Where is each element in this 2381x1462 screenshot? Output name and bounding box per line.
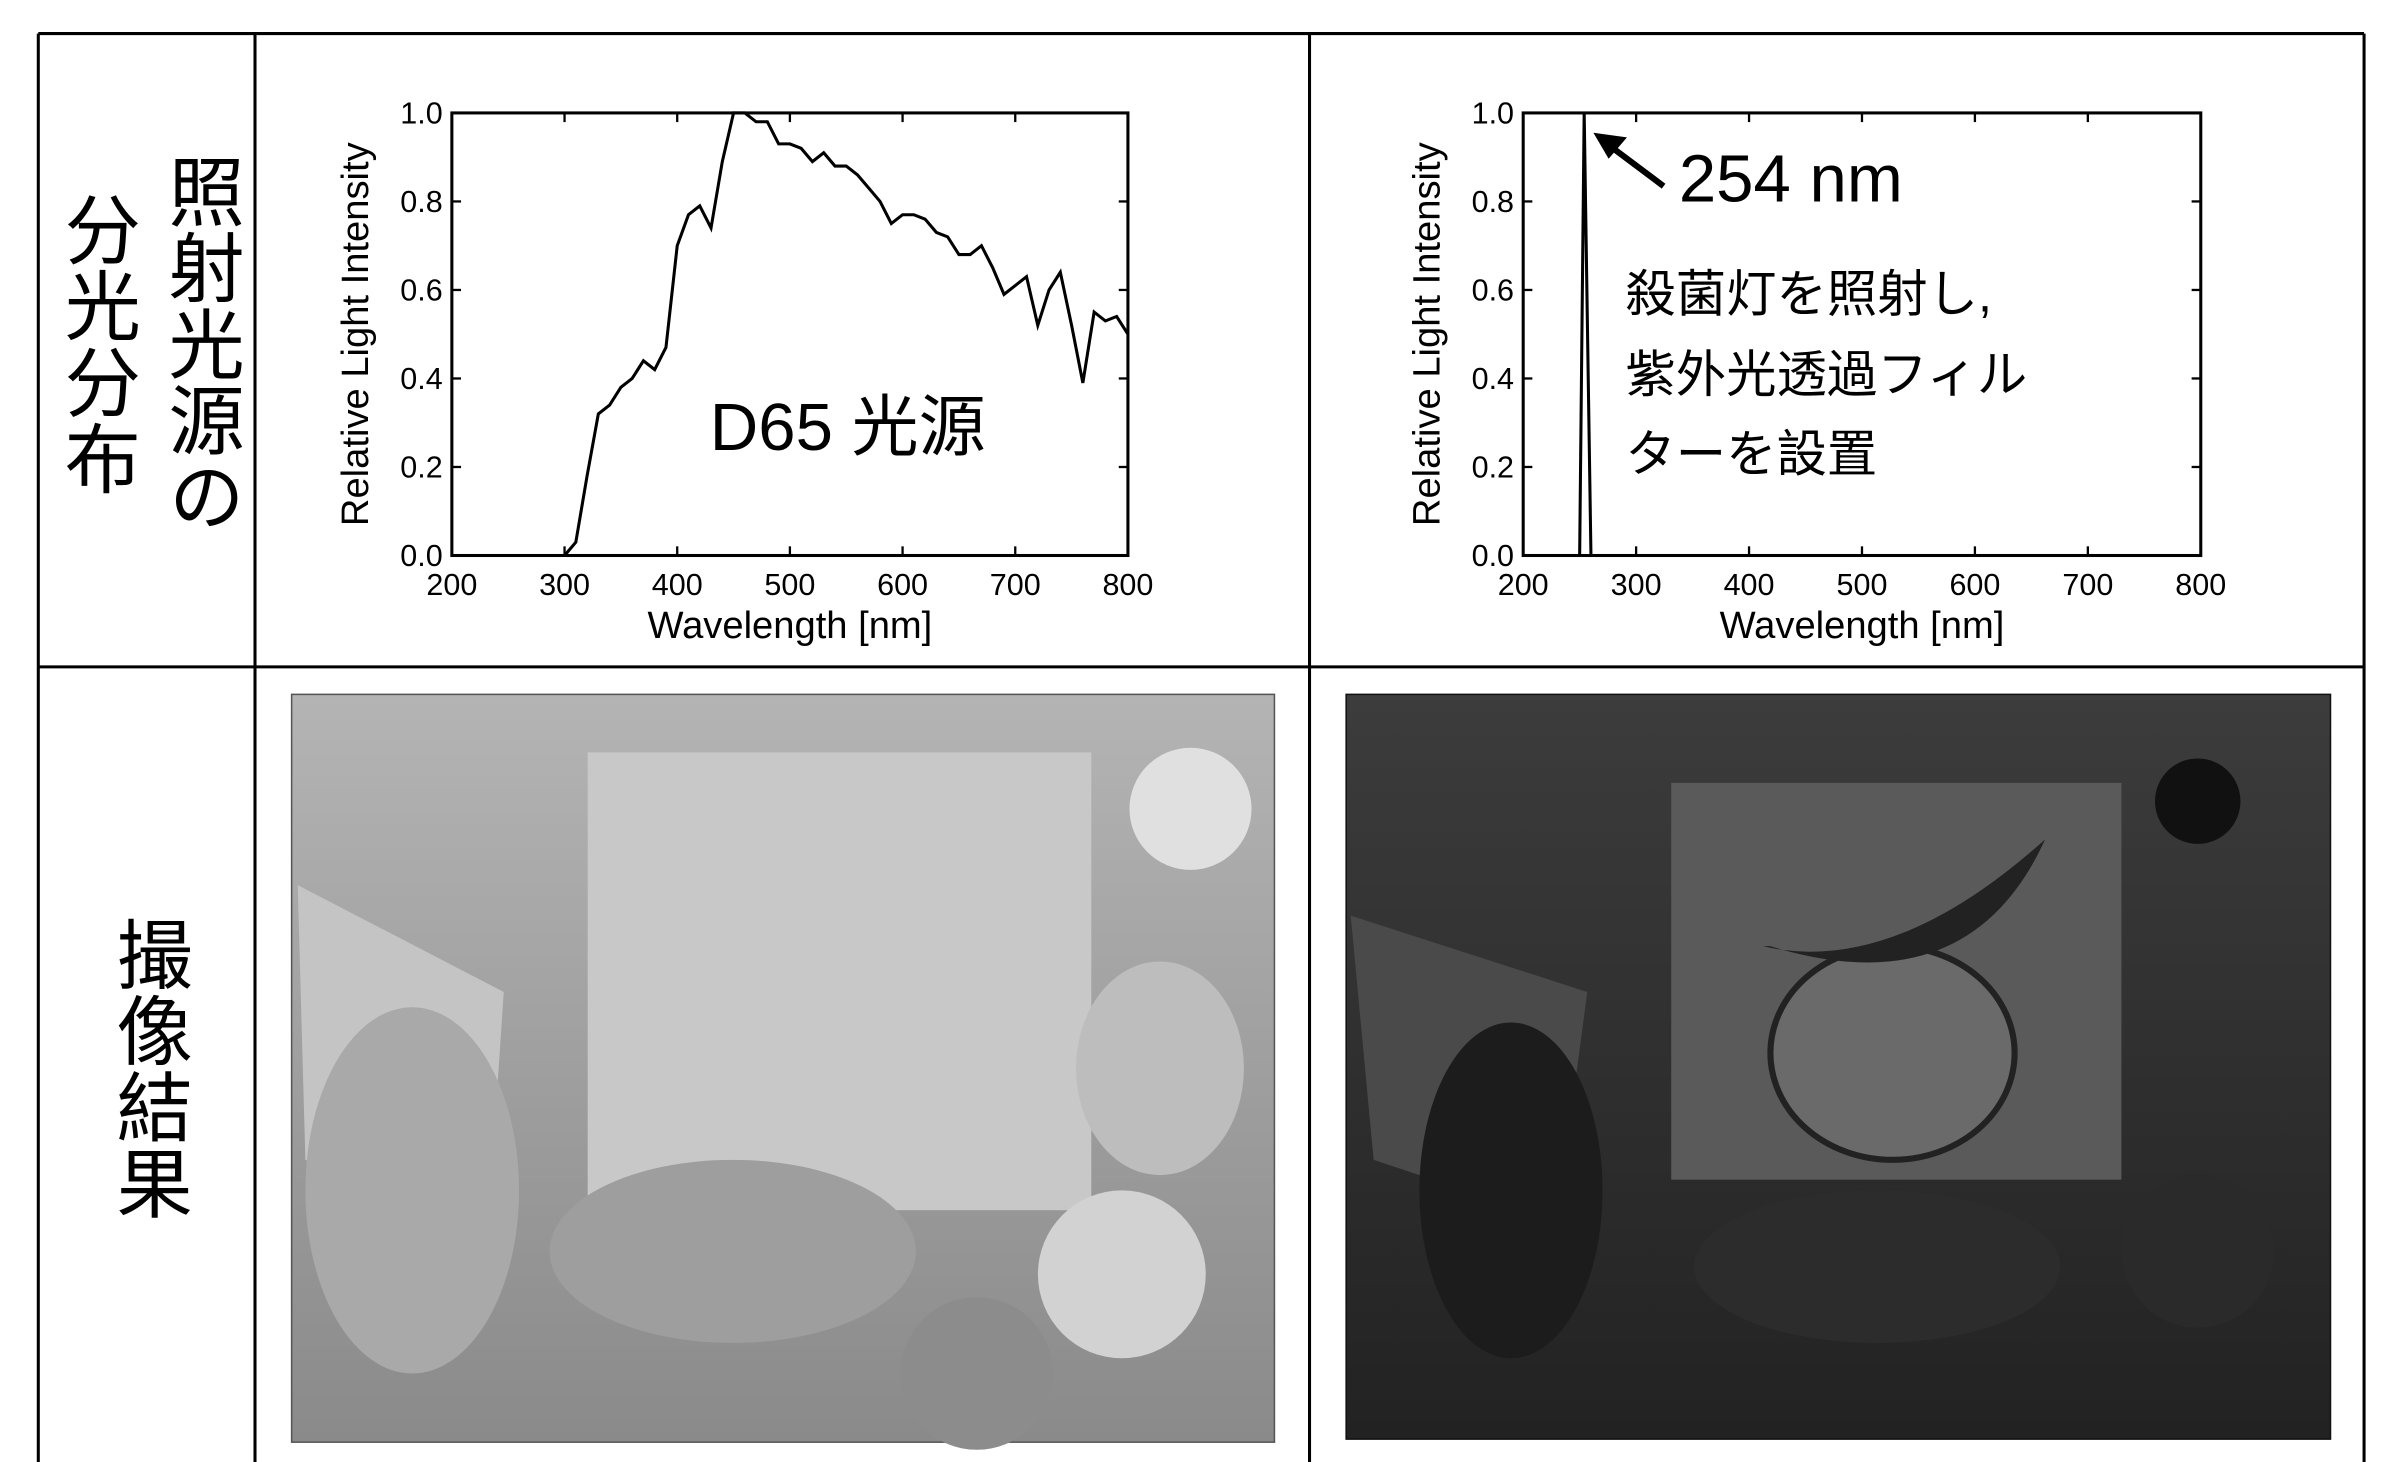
annotation: 紫外光透過フィル (1625, 346, 2027, 403)
x-tick-label: 200 (1498, 568, 1549, 602)
x-tick-label: 400 (1724, 568, 1775, 602)
y-tick-label: 0.4 (1472, 362, 1514, 396)
y-tick-label: 1.0 (1472, 97, 1514, 131)
y-tick-label: 0.2 (1472, 451, 1514, 485)
y-tick-label: 0.2 (400, 451, 442, 485)
y-tick-label: 1.0 (400, 97, 442, 131)
line-series (565, 113, 1128, 556)
row-label: 照射光源の (156, 153, 242, 534)
x-tick-label: 600 (877, 568, 928, 602)
x-tick-label: 800 (1102, 568, 1153, 602)
x-tick-label: 500 (1837, 568, 1888, 602)
photo-uv (1346, 694, 2330, 1439)
y-tick-label: 0.4 (400, 362, 442, 396)
y-tick-label: 0.6 (1472, 274, 1514, 308)
y-axis-label: Relative Light Intensity (1405, 142, 1448, 526)
x-tick-label: 500 (764, 568, 815, 602)
y-tick-label: 0.8 (1472, 185, 1514, 219)
row-label: 分光分布 (52, 191, 138, 496)
y-tick-label: 0.0 (1472, 539, 1514, 573)
y-axis-label: Relative Light Intensity (334, 142, 377, 526)
plot-frame (452, 113, 1128, 556)
annotation: 殺菌灯を照射し, (1625, 265, 1992, 322)
x-tick-label: 800 (2175, 568, 2226, 602)
photo-visible (292, 694, 1275, 1449)
x-tick-label: 300 (1611, 568, 1662, 602)
y-tick-label: 0.8 (400, 185, 442, 219)
x-tick-label: 400 (652, 568, 703, 602)
x-tick-label: 200 (426, 568, 477, 602)
x-tick-label: 300 (539, 568, 590, 602)
x-axis-label: Wavelength [nm] (1720, 604, 2005, 647)
figure-table: 照射光源の 分光分布 撮像結果 200 300 400 500 600 700 800 0.0… (0, 0, 2381, 1462)
y-tick-label: 0.0 (400, 539, 442, 573)
x-tick-label: 700 (2062, 568, 2113, 602)
x-axis-label: Wavelength [nm] (648, 604, 933, 647)
y-tick-label: 0.6 (400, 274, 442, 308)
annotation: 254 nm (1679, 141, 1903, 216)
x-tick-label: 700 (990, 568, 1041, 602)
annotation: ターを設置 (1625, 426, 1877, 483)
x-tick-label: 600 (1949, 568, 2000, 602)
page: {"table":{"row_labels":[["照射光源の","分光分布"]… (0, 0, 2381, 1462)
line-series (1580, 113, 1591, 556)
annotation: D65 光源 (710, 390, 986, 465)
row-label: 撮像結果 (104, 916, 190, 1221)
